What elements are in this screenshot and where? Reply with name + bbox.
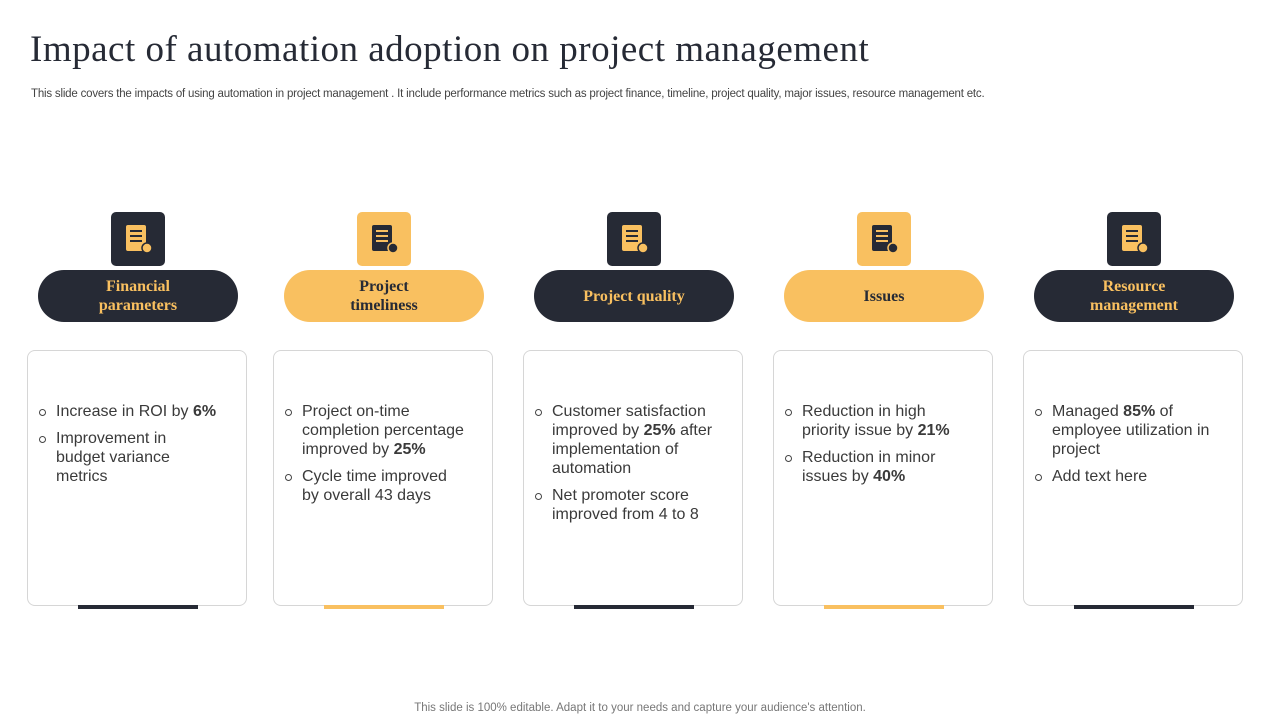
bullet-list: Increase in ROI by 6% Improvement in budg… (38, 402, 218, 494)
text: Increase in ROI by (56, 403, 193, 420)
footer: This slide is 100% editable. Adapt it to… (414, 702, 866, 714)
accent-bar (824, 605, 944, 609)
column: Project timeliness Project on-time comple… (273, 212, 495, 612)
subtitle: This slide covers the impacts of using a… (31, 88, 985, 100)
card: Project on-time completion percentage im… (273, 350, 493, 609)
column: Issues Reduction in high priority issue b… (773, 212, 995, 612)
text: Reduction in high priority issue by (802, 403, 926, 439)
bullet: Reduction in minor issues by 40% (784, 448, 964, 486)
bullet-list: Managed 85% of employee utilization in p… (1034, 402, 1214, 494)
bullet-list: Project on-time completion percentage im… (284, 402, 464, 513)
card: Managed 85% of employee utilization in p… (1023, 350, 1243, 609)
column: Financial parameters Increase in ROI by 6… (27, 212, 249, 612)
text: Add text here (1052, 468, 1148, 485)
bold-text: 25% (643, 422, 676, 439)
bullet-list: Reduction in high priority issue by 21% R… (784, 402, 964, 494)
category-title: Issues (863, 287, 905, 305)
icon-glyph (372, 225, 399, 254)
card: Increase in ROI by 6% Improvement in budg… (27, 350, 247, 609)
bold-text: 6% (192, 403, 217, 420)
text: Project on-time completion percentage im… (302, 403, 464, 458)
text: of employee utilization in project (1052, 403, 1210, 458)
category-title: Financial parameters (98, 278, 178, 314)
accent-bar (574, 605, 694, 609)
accent-bar (78, 605, 198, 609)
icon (1107, 212, 1161, 266)
bullet: Reduction in high priority issue by 21% (784, 402, 964, 440)
category-title: Project quality (583, 287, 685, 305)
card: Reduction in high priority issue by 21% R… (773, 350, 993, 609)
text: Net promoter score improved from 4 to 8 (552, 487, 699, 523)
icon (857, 212, 911, 266)
icon-glyph (622, 225, 649, 254)
column: Project quality Customer satisfaction imp… (523, 212, 745, 612)
icon (607, 212, 661, 266)
bullet: Cycle time improved by overall 43 days (284, 467, 464, 505)
bold-text: 85% (1123, 403, 1156, 420)
card: Customer satisfaction improved by 25% af… (523, 350, 743, 609)
icon-glyph (1122, 225, 1149, 254)
bullet: Net promoter score improved from 4 to 8 (534, 486, 714, 524)
category-pill: Project quality (534, 270, 734, 322)
column: Resource management Managed 85% of employ… (1023, 212, 1245, 612)
icon (111, 212, 165, 266)
icon (357, 212, 411, 266)
text: Cycle time improved by overall 43 days (302, 468, 447, 504)
icon-glyph (126, 225, 153, 254)
bold-text: 40% (873, 468, 906, 485)
bullet: Add text here (1034, 467, 1214, 486)
text: Managed (1052, 403, 1124, 420)
category-pill: Issues (784, 270, 984, 322)
accent-bar (1074, 605, 1194, 609)
category-pill: Financial parameters (38, 270, 238, 322)
category-title: Project timeliness (350, 278, 418, 314)
title: Impact of automation adoption on project… (30, 29, 870, 70)
bullet: Customer satisfaction improved by 25% af… (534, 402, 714, 478)
bullet-list: Customer satisfaction improved by 25% af… (534, 402, 714, 532)
bullet: Increase in ROI by 6% (38, 402, 218, 421)
icon-glyph (872, 225, 899, 254)
category-pill: Resource management (1034, 270, 1234, 322)
bullet: Improvement in budget variance metrics (38, 429, 218, 486)
text: Reduction in minor issues by (802, 449, 936, 485)
text: Improvement in budget variance metrics (56, 430, 170, 485)
text: Customer satisfaction improved by (552, 403, 706, 439)
bullet: Project on-time completion percentage im… (284, 402, 464, 459)
bullet: Managed 85% of employee utilization in p… (1034, 402, 1214, 459)
category-title: Resource management (1090, 278, 1178, 314)
bold-text: 21% (917, 422, 950, 439)
bold-text: 25% (393, 441, 426, 458)
text: after implementation of automation (552, 422, 713, 477)
category-pill: Project timeliness (284, 270, 484, 322)
accent-bar (324, 605, 444, 609)
